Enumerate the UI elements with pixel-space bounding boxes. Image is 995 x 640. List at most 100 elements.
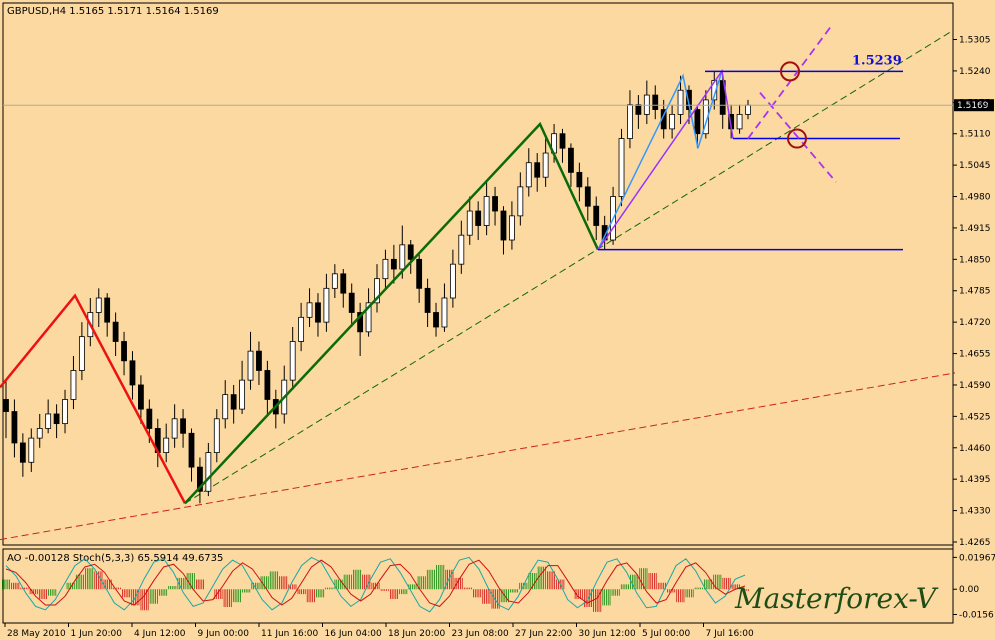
- candle-body: [677, 89, 684, 115]
- candle-body: [407, 244, 414, 260]
- time-tick-label: 1 Jun 20:00: [71, 629, 123, 639]
- time-tick-label: 4 Jun 12:00: [134, 629, 186, 639]
- candle-body: [121, 341, 127, 362]
- wave-line: [184, 121, 600, 505]
- candle-body: [298, 316, 305, 342]
- candle-body: [11, 411, 18, 444]
- price-axis: 1.5305 1.5240 1.5175 1.5110 1.5045 1.4980 1.49…: [953, 35, 991, 548]
- candle-body: [745, 104, 751, 115]
- candle-body: [171, 418, 178, 439]
- candle-body: [618, 138, 625, 197]
- target-circle: [780, 61, 800, 82]
- time-axis: 28 May 2010 1 Jun 20:00 4 Jun 12:00 9 Jun 0…: [4, 623, 754, 639]
- price-tick-label: 1.4850: [959, 255, 991, 265]
- candle-body: [483, 196, 490, 226]
- candle-body: [348, 292, 355, 313]
- price-tick-label: 1.4785: [959, 287, 991, 297]
- candle-body: [669, 113, 676, 130]
- candle-body: [365, 302, 372, 333]
- candle-body: [306, 302, 313, 318]
- candle-body: [315, 302, 321, 323]
- candle-body: [559, 133, 566, 149]
- current-price-label: 1.5169: [957, 101, 989, 111]
- level-lines: [598, 70, 903, 251]
- candle-body: [433, 312, 439, 328]
- candle-body: [686, 89, 692, 110]
- candle-body: [146, 408, 153, 429]
- wave-line: [597, 70, 723, 251]
- candle-body: [78, 336, 85, 371]
- price-tick-label: 1.5045: [959, 161, 991, 171]
- price-tick-label: 1.4590: [959, 381, 991, 391]
- osc-tick-label: -0.0156: [959, 610, 994, 620]
- candle-body: [475, 210, 482, 226]
- price-tick-label: 1.4330: [959, 507, 991, 517]
- candle-body: [593, 205, 600, 226]
- symbol-header: GBPUSD,H4 1.5165 1.5171 1.5164 1.5169: [7, 6, 219, 17]
- annotation-level-label: 1.5239: [852, 53, 902, 68]
- main-pane: [2, 2, 954, 546]
- candle-body: [247, 350, 254, 381]
- candle-body: [180, 418, 186, 434]
- candle-body: [163, 437, 170, 454]
- candle-body: [256, 350, 262, 371]
- time-tick-label: 11 Jun 16:00: [261, 629, 318, 639]
- candle-body: [138, 384, 144, 410]
- oscillator-pane: [2, 548, 954, 624]
- candle-body: [466, 210, 473, 236]
- stoch-signal-line: [5, 559, 746, 607]
- candle-body: [62, 399, 68, 425]
- candle-body: [441, 297, 448, 328]
- time-tick-label: 27 Jun 22:00: [515, 629, 572, 639]
- candle-body: [357, 312, 364, 333]
- candle-body: [95, 297, 102, 313]
- osc-tick-label: 0.00: [959, 585, 979, 595]
- candle-body: [53, 413, 60, 425]
- price-tick-label: 1.5305: [959, 35, 991, 45]
- current-price-box: [954, 99, 994, 112]
- price-tick-label: 1.4525: [959, 412, 991, 422]
- price-tick-label: 1.4460: [959, 444, 991, 454]
- target-ray-up: [747, 24, 833, 140]
- candle-body: [70, 370, 77, 400]
- time-tick-label: 28 May 2010: [7, 629, 66, 639]
- trendline: [184, 31, 951, 504]
- time-tick-label: 9 Jun 00:00: [198, 629, 250, 639]
- target-circle: [787, 128, 807, 149]
- time-tick-label: 23 Jun 08:00: [452, 629, 509, 639]
- price-tick-label: 1.4980: [959, 193, 991, 203]
- candle-body: [36, 428, 43, 439]
- oscillator-axis: 0.01967 0.00 -0.0156: [953, 553, 995, 620]
- candle-body: [399, 244, 406, 270]
- candle-body: [576, 171, 583, 188]
- price-tick-label: 1.4265: [959, 538, 991, 548]
- candle-body: [197, 466, 203, 492]
- candle-body: [45, 413, 52, 429]
- time-tick-label: 5 Jul 00:00: [642, 629, 691, 639]
- candle-body: [424, 287, 431, 313]
- candle-body: [112, 321, 119, 342]
- candle-body: [374, 278, 380, 304]
- candle-body: [736, 113, 743, 130]
- candle-body: [323, 287, 330, 323]
- target-ray-down: [759, 92, 837, 183]
- time-tick-label: 16 Jun 04:00: [325, 629, 382, 639]
- price-tick-label: 1.5110: [959, 130, 991, 140]
- oscillator: [2, 556, 749, 613]
- candle-body: [458, 234, 465, 265]
- candle-body: [652, 94, 659, 110]
- candle-body: [449, 263, 456, 299]
- candle-body: [382, 258, 389, 280]
- candle-body: [289, 341, 296, 381]
- candle-body: [525, 162, 532, 188]
- candle-body: [492, 196, 498, 212]
- candle-body: [264, 370, 271, 400]
- wave-lines: [0, 68, 734, 505]
- price-tick-label: 1.5240: [959, 67, 991, 77]
- candle-body: [188, 432, 195, 468]
- candle-body: [28, 437, 35, 463]
- candle-body: [129, 360, 136, 386]
- candle-body: [239, 379, 245, 410]
- price-tick-label: 1.4720: [959, 318, 991, 328]
